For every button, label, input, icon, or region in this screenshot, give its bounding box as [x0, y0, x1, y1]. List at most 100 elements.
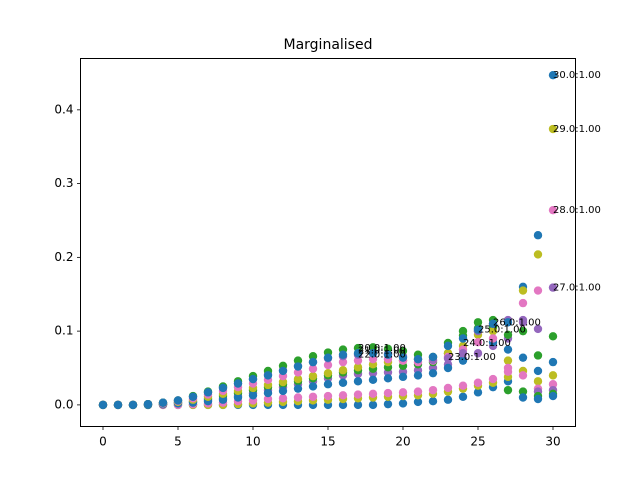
data-point: [368, 354, 378, 364]
data-point: [263, 394, 273, 404]
x-tick-label: 0: [99, 435, 107, 449]
data-point: [338, 366, 348, 375]
data-point: [473, 318, 483, 327]
data-point: [488, 319, 498, 328]
data-point: [128, 400, 138, 410]
y-tick-label: 0.4: [54, 102, 73, 116]
data-point: [548, 124, 558, 134]
data-point: [158, 398, 168, 407]
data-point: [368, 343, 378, 352]
y-axis-ticks: 0.0 0.1 0.2 0.3 0.4: [54, 102, 81, 411]
data-point: [488, 326, 498, 336]
data-point: [503, 330, 513, 340]
data-point: [458, 392, 468, 401]
data-point: [293, 374, 303, 384]
data-point: [398, 353, 408, 362]
data-point: [518, 286, 528, 295]
data-point: [263, 371, 273, 380]
data-point: [278, 377, 288, 387]
data-point: [548, 371, 558, 380]
data-point: [233, 379, 243, 388]
data-point: [368, 375, 378, 385]
data-point: [308, 352, 318, 361]
data-point: [458, 334, 468, 343]
data-point: [338, 350, 348, 359]
data-point: [548, 357, 558, 367]
point-annotation: 27.0:1.00: [553, 283, 601, 294]
data-point: [338, 400, 348, 410]
x-tick-label: 25: [470, 435, 485, 449]
data-point: [413, 354, 423, 364]
annotations: 30.0:1.00 29.0:1.00 28.0:1.00 27.0:1.00 26.0…: [358, 70, 601, 363]
data-point: [428, 397, 438, 406]
data-point: [248, 391, 258, 400]
x-axis-ticks: 0 5 10 15 20 25 30: [99, 426, 561, 449]
data-point: [293, 393, 303, 402]
data-point: [398, 372, 408, 382]
data-point: [533, 286, 543, 295]
data-point: [338, 357, 348, 367]
data-point: [353, 377, 363, 386]
data-point: [383, 350, 393, 359]
data-point: [548, 283, 558, 292]
data-point: [428, 385, 438, 395]
data-point: [473, 349, 483, 358]
point-annotation: 22.0:1.00: [358, 350, 406, 361]
data-point: [278, 366, 288, 376]
data-points: [98, 70, 558, 410]
data-point: [278, 386, 288, 396]
data-point: [323, 368, 333, 378]
x-tick-label: 20: [395, 435, 410, 449]
x-tick-label: 10: [245, 435, 260, 449]
y-tick-label: 0.3: [54, 176, 73, 190]
data-point: [548, 380, 558, 389]
y-tick-label: 0.0: [54, 397, 73, 411]
data-point: [188, 392, 198, 401]
data-point: [308, 392, 318, 401]
data-point: [503, 345, 513, 354]
data-point: [338, 378, 348, 387]
data-point: [353, 400, 363, 410]
data-point: [248, 374, 258, 384]
data-point: [353, 356, 363, 365]
data-point: [518, 387, 528, 396]
data-point: [503, 363, 513, 373]
data-point: [518, 298, 528, 308]
data-point: [503, 318, 513, 327]
data-point: [308, 382, 318, 391]
data-point: [443, 354, 453, 363]
data-point: [488, 374, 498, 384]
data-point: [293, 384, 303, 393]
data-point: [368, 349, 378, 358]
data-point: [308, 371, 318, 381]
data-point: [218, 395, 228, 404]
data-point: [323, 360, 333, 370]
data-point: [488, 334, 498, 343]
data-point: [413, 387, 423, 396]
data-point: [533, 250, 543, 259]
data-point: [323, 391, 333, 401]
data-point: [533, 394, 543, 404]
plot-frame: [80, 58, 576, 427]
point-annotation: 21.0:1.00: [358, 345, 406, 356]
data-point: [518, 353, 528, 362]
data-point: [503, 385, 513, 395]
x-tick-label: 30: [545, 435, 560, 449]
data-point: [503, 356, 513, 365]
data-point: [428, 352, 438, 362]
data-point: [473, 337, 483, 347]
y-tick-label: 0.1: [54, 324, 73, 338]
data-point: [533, 231, 543, 240]
point-annotation: 29.0:1.00: [553, 124, 601, 135]
data-point: [548, 70, 558, 80]
chart-title: Marginalised: [284, 37, 373, 53]
data-point: [353, 363, 363, 372]
data-point: [338, 391, 348, 400]
data-point: [428, 368, 438, 378]
data-point: [443, 395, 453, 404]
data-point: [398, 399, 408, 408]
data-point: [473, 325, 483, 334]
data-point: [518, 326, 528, 336]
point-annotation: 25.0:1.00: [478, 325, 526, 336]
data-point: [353, 349, 363, 358]
